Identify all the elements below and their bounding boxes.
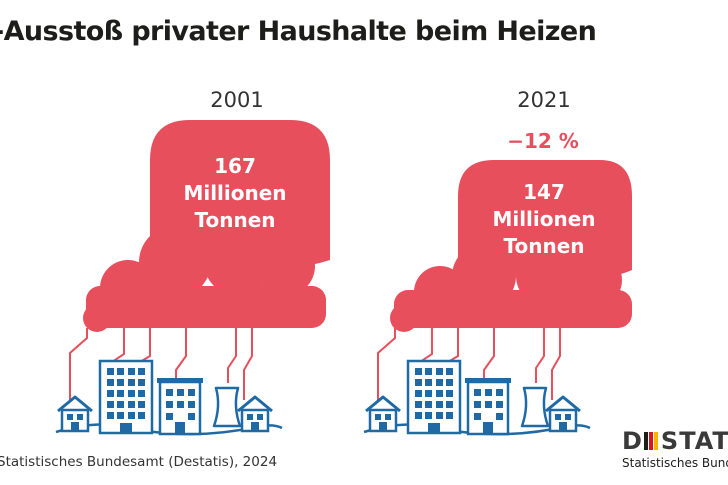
house-icon	[364, 395, 402, 433]
city-skyline-2021	[363, 359, 591, 436]
flag-bars-icon	[643, 432, 659, 450]
cloud-value-2021: 147	[523, 180, 565, 204]
house-icon	[236, 395, 274, 433]
group-2001: 2001 167 Millionen Tonnen	[55, 88, 330, 436]
cloud-unit-line1-2001: Millionen	[183, 181, 286, 205]
city-skyline-2001	[55, 359, 283, 436]
year-label-2021: 2021	[517, 88, 570, 112]
year-label-2001: 2001	[210, 88, 263, 112]
cooling-tower-icon	[212, 386, 242, 428]
co2-cloud-2021	[390, 160, 632, 332]
destatis-logo[interactable]: D STAT Statistisches Bund	[622, 427, 728, 470]
cooling-tower-icon	[520, 386, 550, 428]
chimney-pipes-2021	[377, 328, 561, 400]
cloud-unit-line2-2021: Tonnen	[503, 234, 584, 258]
cloud-unit-line1-2021: Millionen	[492, 207, 595, 231]
logo-subtitle: Statistisches Bund	[622, 456, 728, 470]
group-2021: 2021 −12 % 147 Millionen Tonnen	[363, 88, 632, 436]
chart-title: ₂-Ausstoß privater Haushalte beim Heizen	[0, 16, 597, 47]
source-note: Statistisches Bundesamt (Destatis), 2024	[0, 454, 278, 470]
house-icon	[56, 395, 94, 433]
co2-cloud-2001	[83, 120, 330, 332]
logo-mark: D STAT	[622, 427, 728, 455]
apartment-tower-icon	[406, 359, 462, 435]
apartment-tower-icon	[98, 359, 154, 435]
office-building-icon	[463, 376, 513, 436]
house-icon	[544, 395, 582, 433]
office-building-icon	[155, 376, 205, 436]
cloud-value-2001: 167	[214, 154, 256, 178]
change-label-2021: −12 %	[507, 129, 579, 153]
cloud-unit-line2-2001: Tonnen	[194, 208, 275, 232]
